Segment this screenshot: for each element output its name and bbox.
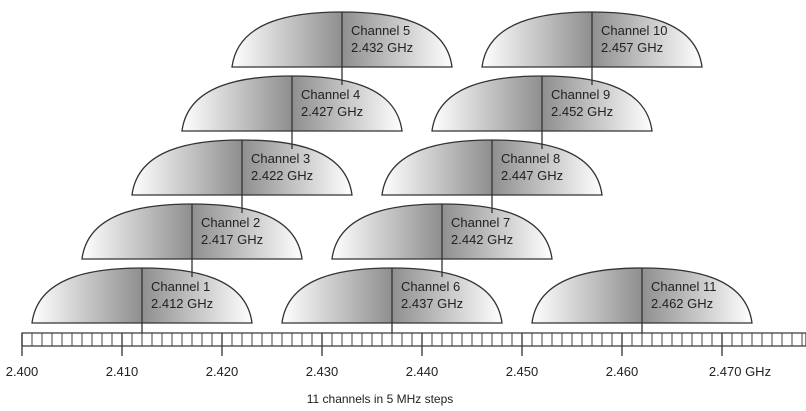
channel-8-lobe: Channel 8 2.447 GHz bbox=[381, 139, 603, 213]
channel-2-lobe: Channel 2 2.417 GHz bbox=[81, 203, 303, 277]
channel-3-frequency: 2.422 GHz bbox=[251, 168, 313, 183]
channel-5-frequency: 2.432 GHz bbox=[351, 40, 413, 55]
channel-10-lobe: Channel 10 2.457 GHz bbox=[481, 11, 703, 85]
channel-8-name: Channel 8 bbox=[501, 151, 560, 166]
tick-label-2450: 2.450 bbox=[506, 364, 539, 379]
ruler-major-ticks bbox=[21, 333, 723, 356]
channel-7-frequency: 2.442 GHz bbox=[451, 232, 513, 247]
channel-9-frequency: 2.452 GHz bbox=[551, 104, 613, 119]
channel-4-name: Channel 4 bbox=[301, 87, 360, 102]
channel-4-lobe: Channel 4 2.427 GHz bbox=[181, 75, 403, 149]
channel-7-lobe: Channel 7 2.442 GHz bbox=[331, 203, 553, 277]
channel-6-name: Channel 6 bbox=[401, 279, 460, 294]
tick-label-2430: 2.430 bbox=[306, 364, 339, 379]
channel-7-name: Channel 7 bbox=[451, 215, 510, 230]
tick-label-2400: 2.400 bbox=[6, 364, 39, 379]
channel-11-frequency: 2.462 GHz bbox=[651, 296, 713, 311]
channel-4-frequency: 2.427 GHz bbox=[301, 104, 363, 119]
tick-label-2410: 2.410 bbox=[106, 364, 139, 379]
channel-1-frequency: 2.412 GHz bbox=[151, 296, 213, 311]
channel-2-frequency: 2.417 GHz bbox=[201, 232, 263, 247]
ruler-bar bbox=[21, 332, 806, 347]
frequency-tick-labels: 2.400 2.410 2.420 2.430 2.440 2.450 2.46… bbox=[6, 364, 771, 379]
channel-3-name: Channel 3 bbox=[251, 151, 310, 166]
channel-8-frequency: 2.447 GHz bbox=[501, 168, 563, 183]
tick-label-2440: 2.440 bbox=[406, 364, 439, 379]
tick-label-2460: 2.460 bbox=[606, 364, 639, 379]
channel-9-name: Channel 9 bbox=[551, 87, 610, 102]
channel-1-lobe: Channel 1 2.412 GHz bbox=[31, 267, 253, 333]
channel-11-lobe: Channel 11 2.462 GHz bbox=[531, 267, 753, 333]
channel-10-name: Channel 10 bbox=[601, 23, 668, 38]
channel-3-lobe: Channel 3 2.422 GHz bbox=[131, 139, 353, 213]
diagram-caption: 11 channels in 5 MHz steps bbox=[307, 392, 454, 406]
tick-label-2420: 2.420 bbox=[206, 364, 239, 379]
channel-6-frequency: 2.437 GHz bbox=[401, 296, 463, 311]
channel-1-name: Channel 1 bbox=[151, 279, 210, 294]
channel-9-lobe: Channel 9 2.452 GHz bbox=[431, 75, 653, 149]
channel-2-name: Channel 2 bbox=[201, 215, 260, 230]
frequency-ruler bbox=[21, 332, 806, 356]
channel-11-name: Channel 11 bbox=[651, 279, 717, 294]
channel-10-frequency: 2.457 GHz bbox=[601, 40, 663, 55]
tick-label-2470: 2.470 GHz bbox=[709, 364, 771, 379]
channel-6-lobe: Channel 6 2.437 GHz bbox=[281, 267, 503, 333]
channel-5-lobe: Channel 5 2.432 GHz bbox=[231, 11, 453, 85]
channel-5-name: Channel 5 bbox=[351, 23, 410, 38]
